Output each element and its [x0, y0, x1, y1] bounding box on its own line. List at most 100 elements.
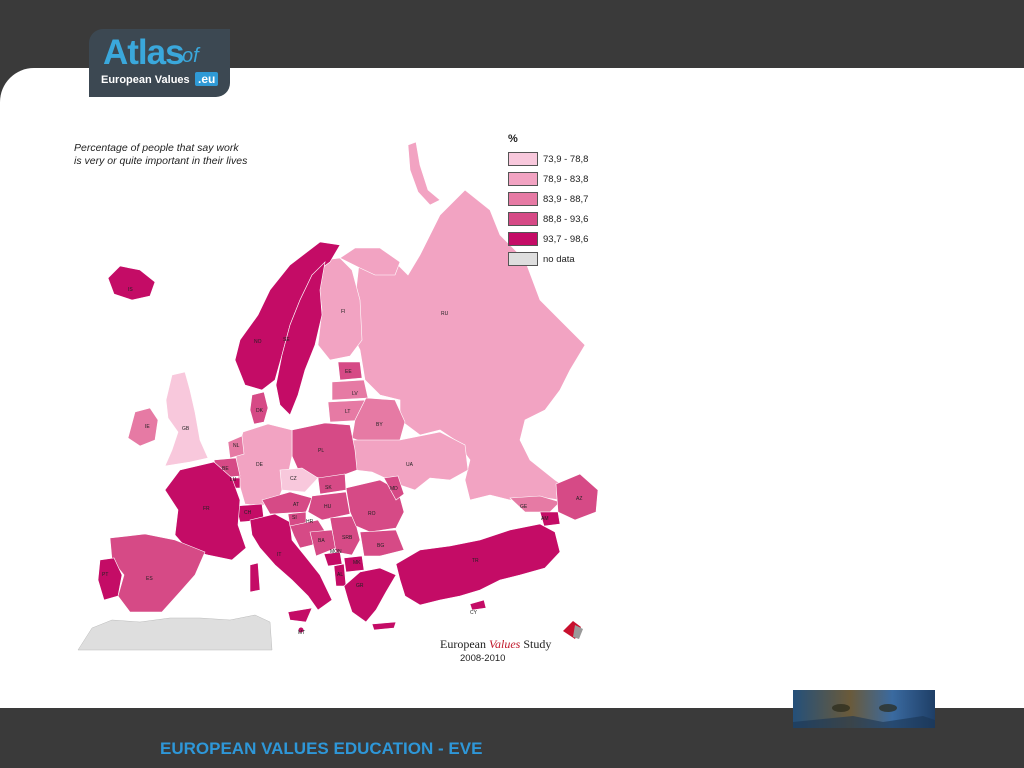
legend-label: no data	[543, 253, 575, 265]
region-kola	[339, 247, 401, 276]
logo-subtitle: European Values	[101, 74, 190, 86]
label-se: SE	[283, 337, 290, 343]
map-title: Percentage of people that say work is ve…	[74, 142, 304, 168]
label-mon: MON	[330, 549, 342, 555]
island-novaya-zemlya	[407, 141, 441, 206]
country-fr	[164, 461, 247, 561]
source-name-part2: Values	[488, 637, 521, 651]
country-pl	[291, 422, 358, 481]
island-sicily	[287, 607, 313, 623]
country-dk	[249, 391, 269, 425]
country-mk	[343, 555, 365, 573]
island-sardinia	[249, 562, 261, 593]
country-ru	[349, 189, 586, 501]
label-al: AL	[337, 572, 343, 578]
legend-item-4: 88,8 - 93,6	[508, 209, 588, 229]
legend-item-3: 83,9 - 88,7	[508, 189, 588, 209]
label-hu: HU	[324, 504, 332, 510]
label-sk: SK	[325, 485, 332, 491]
source-years: 2008-2010	[460, 653, 506, 664]
country-ee	[337, 361, 363, 381]
label-is: IS	[128, 287, 133, 293]
country-srb	[329, 515, 361, 556]
label-ba: BA	[318, 538, 325, 544]
logo-atlas-text: Atlas	[103, 33, 185, 72]
label-mk: MK	[353, 560, 361, 566]
country-hu	[307, 491, 351, 521]
label-gr: GR	[356, 583, 364, 589]
label-it: IT	[277, 552, 281, 558]
label-am: AM	[541, 516, 549, 522]
source-name: European Values Study	[440, 637, 551, 652]
earth-face-image	[793, 690, 935, 728]
atlas-logo[interactable]: Atlas of European Values .eu	[89, 29, 230, 97]
legend-swatch	[508, 252, 538, 266]
country-bg	[359, 529, 405, 557]
source-name-part1: European	[440, 637, 486, 651]
label-si: SI	[292, 515, 297, 521]
logo-domain: .eu	[195, 72, 219, 86]
country-md	[383, 475, 405, 501]
country-mt	[298, 627, 304, 633]
source-name-part3: Study	[523, 637, 552, 651]
country-is	[107, 265, 156, 301]
label-ch: CH	[244, 510, 252, 516]
label-at: AT	[293, 502, 299, 508]
label-fr: FR	[203, 506, 210, 512]
country-nl	[227, 435, 245, 459]
country-ro	[345, 479, 405, 533]
legend-header: %	[508, 133, 518, 145]
label-ua: UA	[406, 462, 414, 468]
label-hr: HR	[306, 519, 314, 525]
label-de: DE	[256, 462, 264, 468]
label-by: BY	[376, 422, 383, 428]
country-lv	[331, 379, 369, 401]
country-es	[109, 533, 206, 613]
country-ge	[509, 495, 561, 513]
logo-of-text: of	[182, 45, 199, 67]
legend-item-5: 93,7 - 98,6	[508, 229, 588, 249]
label-ge: GE	[520, 504, 528, 510]
label-ru: RU	[441, 311, 449, 317]
label-md: MD	[390, 486, 398, 492]
north-africa-region	[77, 614, 273, 651]
label-es: ES	[146, 576, 153, 582]
legend-label: 83,9 - 88,7	[543, 193, 589, 205]
label-tr: TR	[472, 558, 479, 564]
country-ua	[351, 431, 469, 491]
country-tr	[395, 523, 561, 606]
legend-item-2: 78,9 - 83,8	[508, 169, 588, 189]
country-mon	[323, 551, 343, 567]
legend-item-6: no data	[508, 249, 588, 269]
legend-item-1: 73,9 - 78,8	[508, 149, 588, 169]
map-title-line2: is very or quite important in their live…	[74, 155, 248, 167]
label-srb: SRB	[342, 535, 353, 541]
map-legend: % 73,9 - 78,8 78,9 - 83,8 83,9 - 88,7 88…	[508, 133, 588, 269]
legend-swatch	[508, 172, 538, 186]
island-crete	[371, 621, 397, 631]
country-ie	[127, 407, 159, 447]
label-ee: EE	[345, 369, 352, 375]
label-bg: BG	[377, 543, 384, 549]
country-am	[539, 511, 561, 527]
country-cy	[469, 599, 487, 611]
footer-title: EUROPEAN VALUES EDUCATION - EVE	[160, 739, 483, 758]
europe-choropleth-map: IS NO SE FI RU EE LV LT BY UA PL DE CZ S…	[77, 141, 599, 651]
label-gb: GB	[182, 426, 190, 432]
label-mt: MT	[298, 630, 305, 636]
country-pt	[97, 557, 123, 601]
map-title-line1: Percentage of people that say work	[74, 142, 239, 154]
legend-label: 78,9 - 83,8	[543, 173, 589, 185]
label-pl: PL	[318, 448, 324, 454]
evs-logo-icon	[563, 621, 583, 639]
label-fi: FI	[341, 309, 345, 315]
label-nl: NL	[233, 443, 240, 449]
label-lu: LU	[230, 477, 237, 483]
label-dk: DK	[256, 408, 264, 414]
label-be: BE	[222, 466, 229, 472]
label-ro: RO	[368, 511, 376, 517]
label-no: NO	[254, 339, 262, 345]
country-at	[261, 491, 313, 515]
country-se	[275, 261, 326, 416]
country-sk	[317, 473, 347, 495]
